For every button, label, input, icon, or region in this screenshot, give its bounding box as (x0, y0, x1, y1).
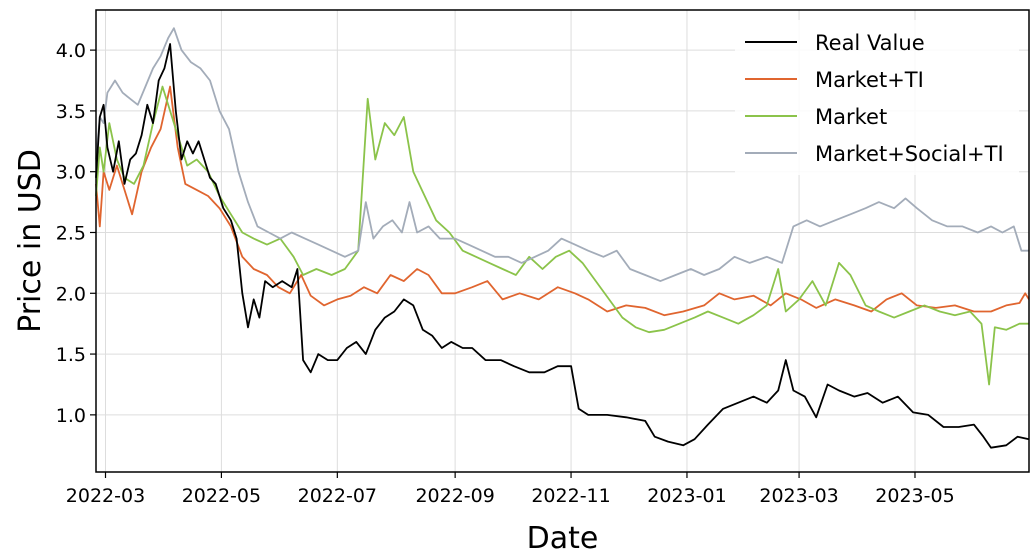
x-axis-ticks: 2022-03 2022-05 2022-07 2022-09 2022-11 2023-… (66, 472, 955, 507)
legend: Real Value Market+TI Market Market+Social+T… (735, 20, 1019, 175)
series-line-market (95, 85, 1029, 386)
x-tick-label: 2022-07 (298, 485, 377, 507)
y-tick-label: 3.5 (56, 101, 86, 123)
y-axis-title: Price in USD (13, 149, 48, 333)
x-tick-label: 2022-03 (66, 485, 145, 507)
series-line-market-ti (95, 85, 1030, 317)
y-tick-label: 4.0 (56, 40, 86, 62)
x-tick-label: 2023-03 (759, 485, 838, 507)
x-tick-label: 2023-01 (647, 485, 726, 507)
plot-frame (95, 9, 1030, 473)
x-tick-label: 2022-11 (531, 485, 610, 507)
series-line-real-value (95, 43, 1030, 449)
x-tick-label: 2022-05 (182, 485, 261, 507)
y-tick-label: 1.5 (56, 344, 86, 366)
y-tick-label: 2.5 (56, 222, 86, 244)
x-axis-title: Date (527, 521, 599, 556)
y-tick-label: 2.0 (56, 283, 86, 305)
y-axis-ticks: 1.0 1.5 2.0 2.5 3.0 3.5 4.0 (56, 40, 96, 427)
x-tick-label: 2022-09 (415, 485, 494, 507)
legend-box (735, 20, 1019, 175)
legend-label: Market+TI (815, 68, 924, 92)
legend-label: Real Value (815, 31, 925, 55)
x-tick-label: 2023-05 (875, 485, 954, 507)
y-tick-label: 3.0 (56, 162, 86, 184)
legend-label: Market+Social+TI (815, 142, 1004, 166)
series-line-market-social-ti (95, 27, 1029, 282)
series-layer (95, 27, 1030, 449)
legend-label: Market (815, 105, 887, 129)
y-tick-label: 1.0 (56, 405, 86, 427)
